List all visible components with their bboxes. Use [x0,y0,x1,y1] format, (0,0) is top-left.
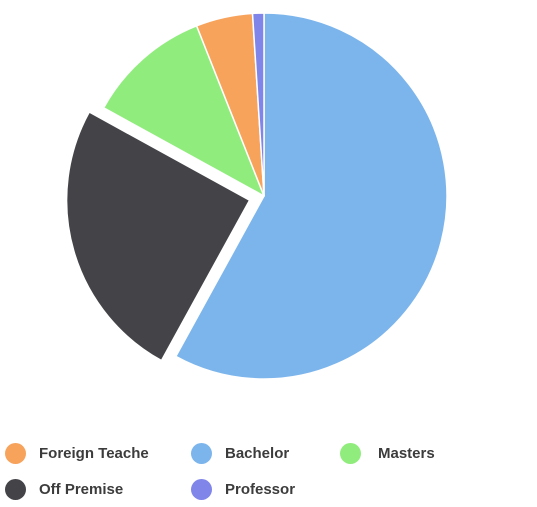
pie-chart [65,12,448,380]
legend-item-professor[interactable]: Professor [191,477,295,501]
legend-label-professor: Professor [225,480,296,498]
legend-label-off-premise: Off Premise [39,480,124,498]
legend-label-masters: Masters [378,444,435,462]
legend-swatch-masters [340,442,361,464]
legend-item-foreign-teache[interactable]: Foreign Teache [5,441,149,465]
legend-label-foreign-teache: Foreign Teache [39,444,149,462]
pie-slice-off-premise[interactable] [65,111,251,362]
legend-item-off-premise[interactable]: Off Premise [5,477,123,501]
pie-slice-bachelor[interactable] [175,12,448,380]
legend-item-masters[interactable]: Masters [340,441,435,465]
legend-item-bachelor[interactable]: Bachelor [191,441,289,465]
pie-slice-professor[interactable] [251,12,265,197]
legend-label-bachelor: Bachelor [225,444,290,462]
pie-slice-masters[interactable] [102,25,265,197]
legend-swatch-off-premise [5,478,26,500]
legend-swatch-foreign-teache [5,442,26,464]
legend-swatch-professor [191,478,212,500]
legend-swatch-bachelor [191,442,212,464]
chart-legend: Foreign Teache Bachelor Masters Off Prem… [0,432,537,507]
